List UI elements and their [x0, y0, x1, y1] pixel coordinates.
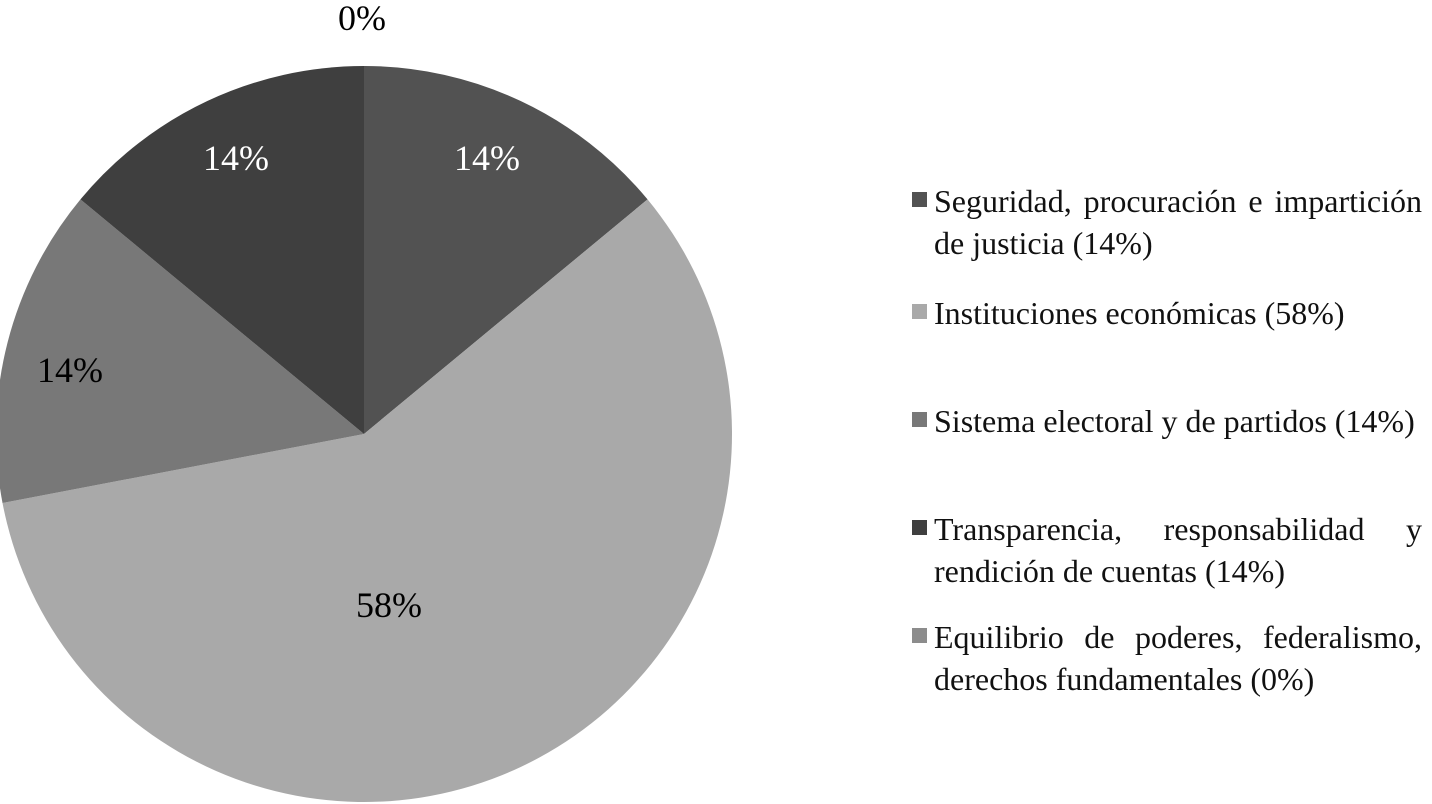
legend-label-2: Instituciones económicas (58%) [934, 295, 1345, 331]
slice-data-label-3: 14% [37, 350, 103, 390]
pie-slice-3 [0, 199, 364, 503]
slice-data-label-2: 58% [356, 585, 422, 625]
slice-data-label-5: 0% [338, 0, 386, 38]
legend-label-3: Sistema electoral y de partidos (14%) [934, 403, 1415, 439]
legend-label-1: Seguridad, procuración e impartición de … [934, 183, 1422, 261]
slice-data-label-1: 14% [454, 138, 520, 178]
pie-slice-2 [2, 199, 733, 802]
legend-swatch-2 [912, 304, 927, 319]
legend-swatch-5 [912, 628, 927, 643]
pie-slice-4 [80, 66, 365, 434]
legend-label-4: Transparencia, responsabilidad y rendici… [934, 511, 1422, 589]
legend-item-5: Equilibrio de poderes, federalismo, dere… [912, 616, 1422, 700]
legend-label-5: Equilibrio de poderes, federalismo, dere… [934, 619, 1422, 697]
legend-item-2: Instituciones económicas (58%) [912, 292, 1422, 334]
legend-item-1: Seguridad, procuración e impartición de … [912, 180, 1422, 264]
legend-item-3: Sistema electoral y de partidos (14%) [912, 400, 1422, 442]
legend-swatch-3 [912, 412, 927, 427]
legend-swatch-4 [912, 520, 927, 535]
pie-slice-1 [364, 66, 648, 434]
legend-item-4: Transparencia, responsabilidad y rendici… [912, 508, 1422, 592]
legend-swatch-1 [912, 192, 927, 207]
slice-data-label-4: 14% [203, 138, 269, 178]
